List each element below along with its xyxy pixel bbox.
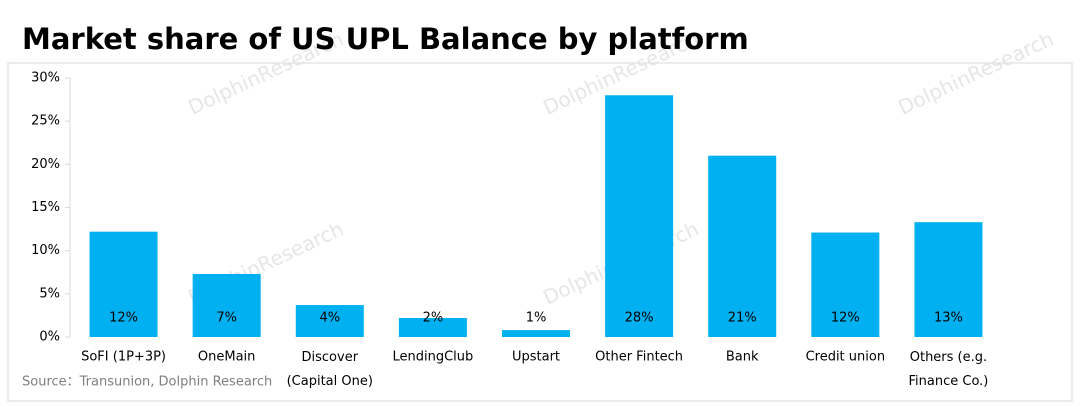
bar [398,318,467,337]
value-label: 12% [109,311,138,326]
value-label: 21% [728,311,757,326]
bar [295,305,364,337]
x-tick-label: Bank [726,350,759,365]
x-tick-label: LendingClub [392,350,473,365]
x-tick-label: Credit union [806,350,886,365]
value-label: 28% [625,311,654,326]
bar [192,273,261,337]
y-tick-label: 5% [39,286,60,301]
y-tick-label: 25% [31,114,60,129]
chart-frame [7,62,1073,402]
y-tick-label: 10% [31,243,60,258]
y-tick-label: 30% [31,71,60,86]
bar [914,222,983,337]
bar [502,330,570,337]
value-label: 4% [319,311,340,326]
value-label: 12% [831,311,860,326]
bar [605,95,674,338]
watermark: DolphinResearch [894,27,1057,120]
y-tick-label: 0% [39,330,60,345]
x-tick-label: Other Fintech [595,350,683,365]
x-tick-label: SoFI (1P+3P) [81,350,166,365]
bar [708,155,777,337]
value-label: 13% [934,311,963,326]
y-tick-label: 15% [31,200,60,215]
source: Source：Transunion, Dolphin Research [22,375,272,390]
y-tick-label: 20% [31,157,60,172]
x-tick-label: Upstart [512,350,560,365]
x-tick-label: OneMain [198,350,256,365]
x-tick-label: Discover (Capital One) [287,350,373,389]
bar [89,231,158,337]
chart-title: Market share of US UPL Balance by platfo… [22,22,749,56]
x-tick-label: Others (e.g. Finance Co.) [909,350,989,389]
value-label: 1% [526,311,547,326]
bar [811,232,880,337]
value-label: 2% [423,311,444,326]
value-label: 7% [216,311,237,326]
